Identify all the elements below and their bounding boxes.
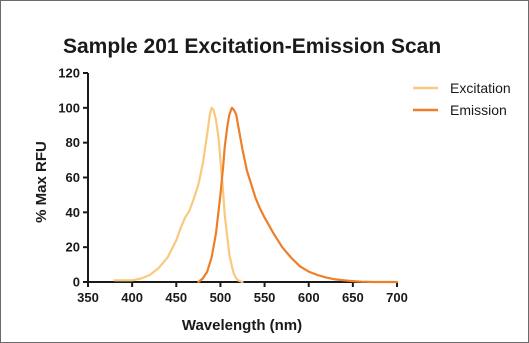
x-tick-label: 450 bbox=[165, 290, 187, 305]
x-tick-label: 350 bbox=[77, 290, 99, 305]
chart-title: Sample 201 Excitation-Emission Scan bbox=[63, 35, 441, 58]
y-tick-label: 0 bbox=[73, 275, 80, 290]
x-tick-label: 400 bbox=[121, 290, 143, 305]
x-axis-label: Wavelength (nm) bbox=[182, 317, 302, 334]
x-tick-label: 550 bbox=[254, 290, 276, 305]
legend: Excitation Emission bbox=[413, 80, 511, 118]
y-tick-label: 80 bbox=[66, 135, 80, 150]
legend-label-excitation: Excitation bbox=[450, 80, 511, 96]
x-tick-label: 500 bbox=[210, 290, 232, 305]
legend-label-emission: Emission bbox=[450, 102, 507, 118]
y-tick-label: 60 bbox=[66, 170, 80, 185]
y-tick-label: 100 bbox=[58, 100, 80, 115]
y-axis-label: % Max RFU bbox=[33, 141, 50, 223]
series-line-excitation bbox=[113, 106, 244, 284]
y-tick-label: 20 bbox=[66, 240, 80, 255]
x-tick-label: 700 bbox=[386, 290, 408, 305]
x-tick-label: 600 bbox=[298, 290, 320, 305]
x-tick-label: 650 bbox=[342, 290, 364, 305]
y-tick-label: 40 bbox=[66, 205, 80, 220]
axes: 0 20 40 60 80 100 120 350 400 450 500 550 600 650 700 bbox=[58, 66, 408, 306]
series-line-emission bbox=[197, 106, 399, 284]
y-tick-label: 120 bbox=[58, 66, 80, 81]
series-layer bbox=[113, 106, 399, 284]
